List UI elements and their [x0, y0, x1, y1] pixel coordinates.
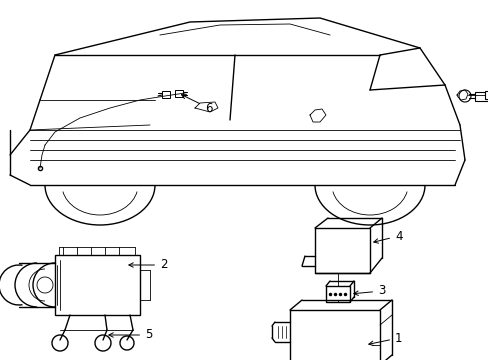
Text: 6: 6 [181, 95, 212, 114]
Bar [175, 90, 183, 97]
Text: 4: 4 [373, 230, 402, 243]
Bar [474, 92, 488, 101]
Text: 2: 2 [129, 258, 167, 271]
Text: 3: 3 [353, 284, 385, 297]
Bar [289, 310, 379, 360]
Bar [55, 255, 140, 315]
Text: 5: 5 [109, 328, 152, 342]
Bar [314, 228, 369, 273]
Text: 7: 7 [0, 359, 1, 360]
Bar [162, 91, 170, 98]
Text: 1: 1 [368, 332, 402, 346]
Bar [325, 286, 349, 302]
Bar [484, 91, 488, 99]
